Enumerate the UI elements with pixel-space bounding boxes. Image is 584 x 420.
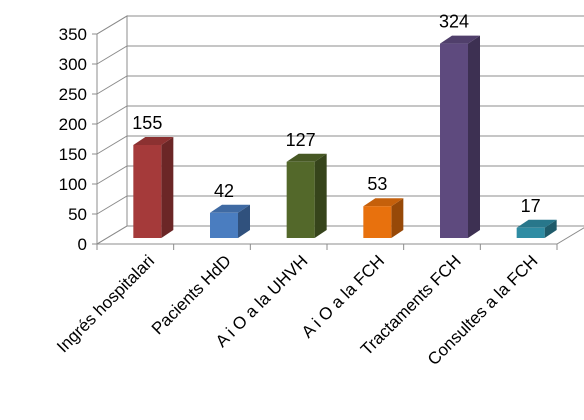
bar-side: [314, 153, 327, 238]
bar: [286, 153, 327, 238]
gridline: [96, 195, 584, 215]
gridline: [96, 75, 584, 95]
bar-side: [468, 35, 480, 238]
side-wall: [96, 15, 128, 245]
gridlines: [96, 15, 584, 215]
bar-front: [286, 161, 315, 238]
y-tick-label: 200: [59, 115, 87, 134]
data-label: 42: [214, 181, 234, 201]
gridline: [96, 165, 584, 185]
y-tick-label: 250: [59, 85, 87, 104]
gridline: [96, 15, 584, 35]
y-tick-label: 150: [59, 145, 87, 164]
bar-top: [133, 137, 174, 145]
x-category-label: Pacients HdD: [148, 251, 235, 338]
gridline: [96, 45, 584, 65]
bar-top: [363, 198, 404, 207]
bar-top: [210, 204, 250, 213]
bars: [133, 35, 557, 238]
bar-side: [391, 198, 404, 238]
data-label: 155: [132, 113, 162, 133]
data-label: 324: [439, 12, 469, 32]
back-wall: [126, 15, 584, 227]
data-label: 53: [367, 174, 387, 194]
bar: [210, 204, 250, 238]
y-tick-label: 350: [59, 25, 87, 44]
bar-top: [286, 153, 327, 162]
y-tick-label: 50: [68, 205, 87, 224]
bar: [363, 198, 404, 238]
bar-front: [210, 212, 238, 238]
gridline: [96, 135, 584, 155]
bar-front: [133, 145, 162, 238]
bar-top: [440, 35, 480, 44]
bar-front: [516, 227, 545, 238]
x-category-label: Ingrés hospitalari: [53, 251, 158, 356]
bar-side: [161, 137, 174, 238]
data-labels: 155 42 127 53 324 17: [132, 12, 540, 216]
data-label: 127: [286, 130, 316, 150]
bar-side: [238, 204, 250, 238]
bar-side: [544, 219, 557, 238]
y-axis: 0 50 100 150 200 250 300 350: [59, 25, 98, 254]
bar: [516, 219, 557, 238]
y-tick-label: 0: [78, 235, 87, 254]
bar: [440, 35, 480, 238]
y-tick-label: 100: [59, 175, 87, 194]
bar-front: [363, 206, 392, 238]
gridline: [96, 105, 584, 125]
bar-front: [440, 43, 468, 238]
y-tick-label: 300: [59, 55, 87, 74]
bar-top: [516, 219, 557, 228]
bar: [133, 137, 174, 238]
data-label: 17: [521, 196, 541, 216]
